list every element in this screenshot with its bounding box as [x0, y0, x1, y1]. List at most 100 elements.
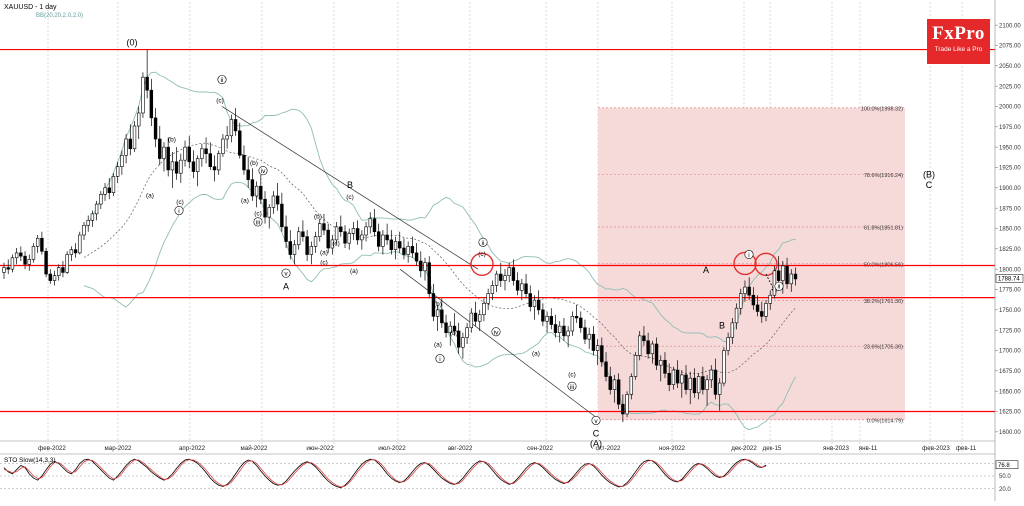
sto-value-box — [995, 460, 1019, 469]
candle-bull — [486, 293, 490, 304]
candle-bull — [141, 76, 145, 114]
wave-label: (B) — [923, 169, 935, 179]
candle-bear — [6, 267, 10, 270]
candle-bull — [595, 345, 600, 351]
candle-bear — [305, 236, 309, 255]
price-tick-label: 1600.00 — [999, 430, 1021, 436]
candle-bull — [229, 119, 234, 137]
candle-bull — [558, 325, 562, 333]
price-tick-label: 1900.00 — [999, 186, 1021, 192]
candle-bear — [402, 247, 406, 255]
price-tick-label: 1825.00 — [999, 247, 1021, 253]
candle-bear — [452, 325, 457, 332]
candle-bear — [23, 255, 27, 265]
wave-label: ii — [482, 240, 485, 247]
candle-bear — [275, 195, 280, 205]
candle-bear — [259, 185, 263, 200]
candle-bear — [355, 228, 360, 241]
candle-bull — [772, 270, 777, 296]
wave-label: (b) — [450, 330, 458, 337]
wave-label: (b) — [250, 160, 258, 167]
candle-bear — [19, 252, 23, 257]
price-tick-label: 1750.00 — [999, 308, 1021, 314]
candle-bear — [153, 117, 158, 140]
candle-bull — [292, 244, 297, 255]
time-tick-label: фев-2023 — [922, 445, 950, 452]
wave-label: ii — [778, 284, 781, 291]
candle-bear — [212, 166, 217, 171]
candle-bull — [659, 359, 663, 366]
candle-bull — [461, 337, 465, 348]
candle-bear — [301, 231, 305, 237]
fxpro-logo: FxPro Trade Like a Pro — [927, 19, 990, 64]
candle-bull — [14, 252, 19, 259]
time-tick-label: янв-11 — [859, 445, 878, 452]
candle-bear — [642, 335, 646, 342]
candle-bear — [646, 340, 650, 355]
wave-label: iii — [256, 219, 260, 226]
time-tick-label: дек-2022 — [731, 445, 757, 452]
wave-label: i — [178, 208, 179, 215]
candle-bear — [40, 237, 44, 252]
wave-label: (0) — [127, 37, 138, 47]
wave-label: v — [284, 271, 288, 278]
candle-bull — [688, 377, 692, 390]
price-tick-label: 1725.00 — [999, 328, 1021, 334]
price-tick-label: 1775.00 — [999, 288, 1021, 294]
candle-bear — [444, 322, 448, 333]
candle-bear — [166, 146, 170, 171]
candlesticks — [2, 49, 798, 423]
sto-tick-label: 20.0 — [999, 487, 1011, 493]
candle-bear — [574, 316, 579, 319]
candle-bull — [200, 148, 204, 159]
candle-bear — [785, 265, 789, 285]
candle-bull — [494, 273, 499, 286]
candle-bull — [680, 374, 684, 384]
candle-bull — [225, 135, 229, 140]
candle-bear — [288, 241, 292, 255]
candle-bear — [419, 260, 423, 272]
candle-bull — [195, 158, 200, 172]
candle-bear — [616, 379, 621, 405]
candle-bull — [671, 369, 676, 385]
wave-label-circle — [567, 381, 577, 391]
candle-bear — [591, 333, 596, 351]
candle-bull — [94, 203, 99, 215]
candle-bear — [755, 304, 760, 312]
candle-bull — [115, 166, 120, 177]
candle-bear — [621, 403, 625, 415]
fib-level-label: 23.6%(1705.30) — [864, 345, 903, 351]
time-tick-label: окт-2022 — [596, 445, 621, 452]
candle-bear — [191, 161, 196, 172]
candle-bull — [27, 259, 31, 265]
candle-bear — [174, 161, 179, 174]
price-tick-label: 1875.00 — [999, 206, 1021, 212]
candle-bear — [238, 130, 242, 156]
candle-bear — [158, 138, 162, 159]
wave-label: (a) — [146, 193, 154, 200]
candle-bull — [31, 246, 36, 260]
candle-bear — [713, 369, 718, 395]
time-tick-label: янв-2023 — [823, 445, 849, 452]
highlight-circle — [754, 252, 778, 276]
time-tick-label: мар-2022 — [105, 445, 133, 452]
wave-label: iv — [261, 168, 266, 175]
wave-label: v — [594, 418, 598, 425]
candle-bear — [524, 283, 528, 294]
candle-bull — [465, 327, 469, 338]
bollinger-upper — [83, 71, 796, 343]
logo-brand: FxPro — [932, 23, 985, 44]
candle-bull — [347, 233, 351, 244]
wave-label: iv — [494, 329, 499, 336]
candle-bull — [633, 355, 638, 377]
current-price-box — [995, 274, 1024, 283]
price-tick-label: 1800.00 — [999, 267, 1021, 273]
candle-bull — [696, 376, 701, 394]
candle-bear — [339, 226, 343, 233]
candle-bear — [553, 324, 558, 333]
candle-bull — [478, 314, 482, 322]
candle-bear — [145, 76, 149, 91]
candle-bear — [322, 223, 326, 231]
sto-tick-label: 50.0 — [999, 474, 1011, 480]
